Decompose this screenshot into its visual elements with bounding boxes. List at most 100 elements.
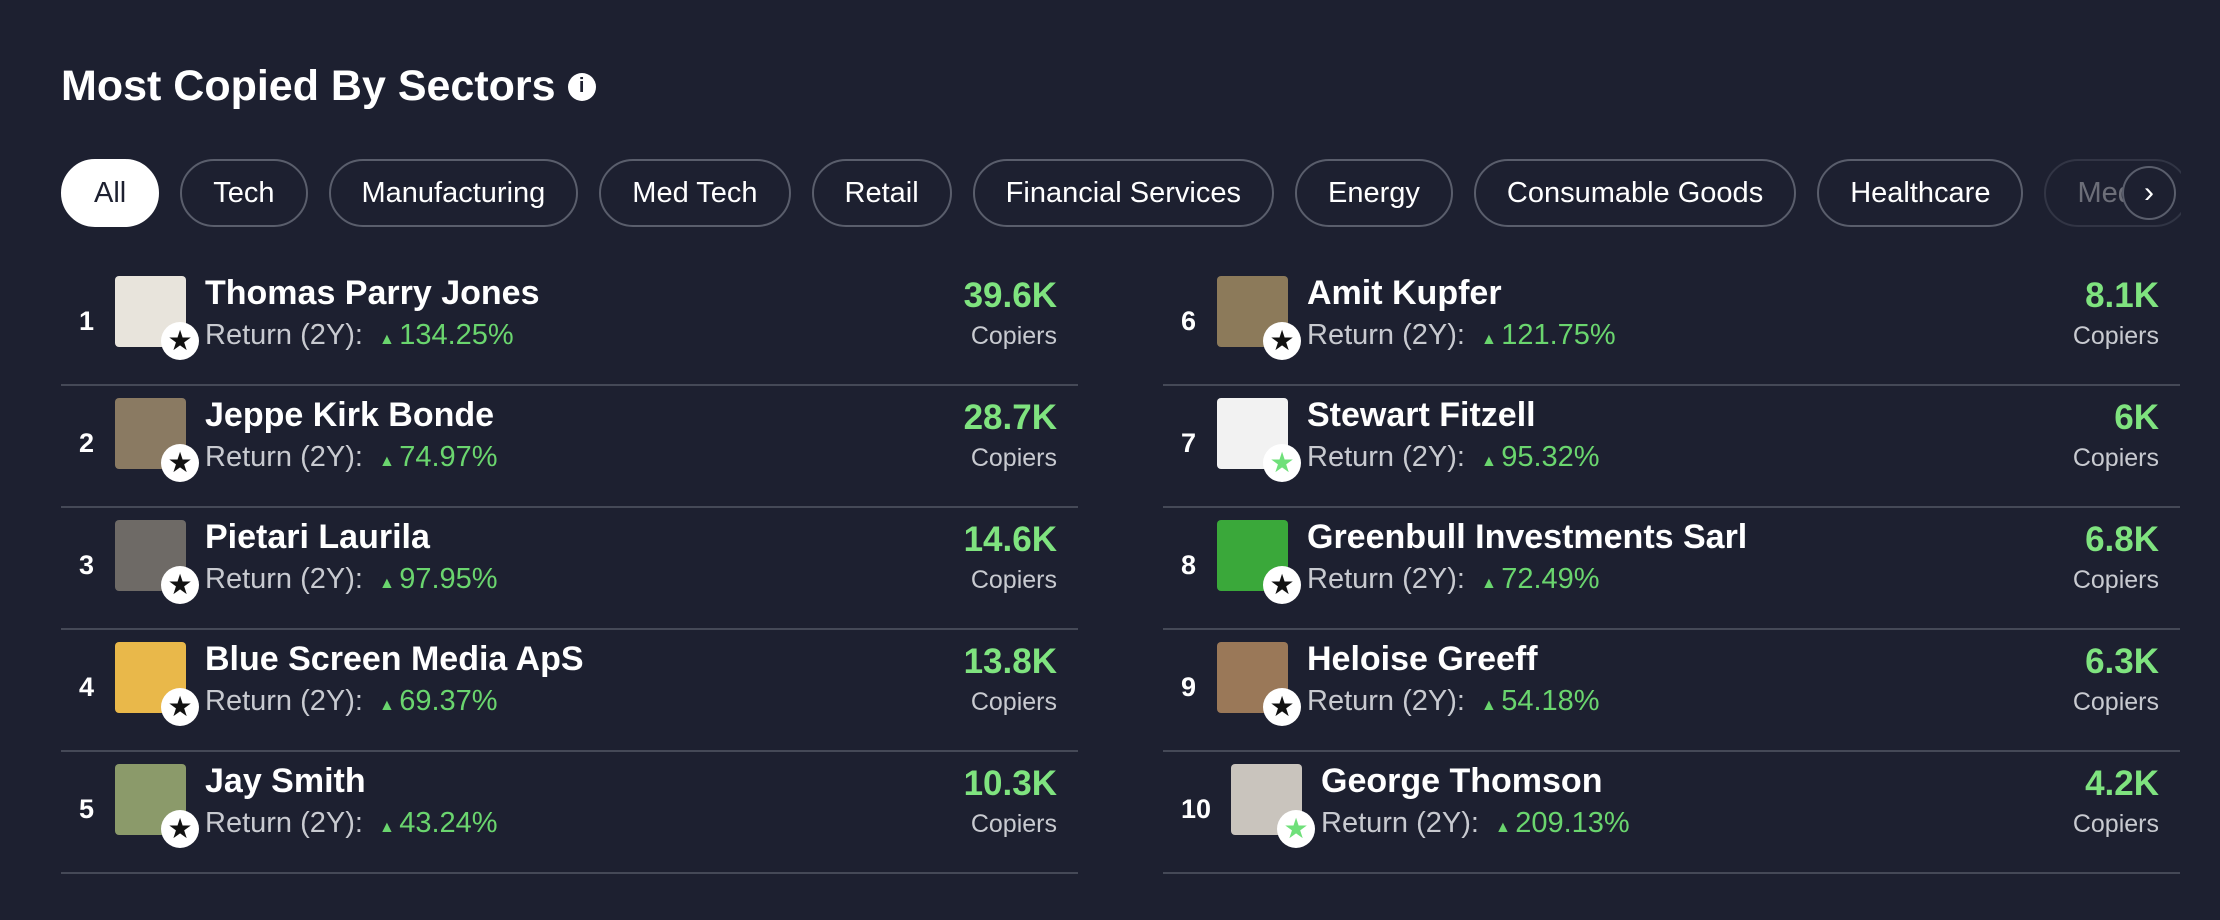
trader-row[interactable]: 6 ★ Amit Kupfer Return (2Y): ▲ 121.75% 8.1K Co… [1163,264,2180,386]
scroll-arrow[interactable]: › [2122,166,2176,220]
trader-name[interactable]: Blue Screen Media ApS [205,640,584,678]
copiers-count: 6K [2114,398,2159,437]
return-label: Return (2Y): [1307,563,1465,595]
return-value: ▲ 74.97% [379,441,498,473]
return-label: Return (2Y): [205,807,363,839]
filter-pill[interactable]: All [61,159,160,227]
copiers-count: 8.1K [2085,276,2159,315]
trader-row[interactable]: 5 ★ Jay Smith Return (2Y): ▲ 43.24% 10.3K Copi… [61,752,1078,874]
trader-row[interactable]: 1 ★ Thomas Parry Jones Return (2Y): ▲ 134.25… [61,264,1078,386]
filter-pill[interactable]: Financial Services [972,159,1274,227]
rank: 3 [79,550,95,580]
trader-name[interactable]: Heloise Greeff [1307,640,1538,678]
trader-row[interactable]: 8 ★ Greenbull Investments Sarl Return (2Y):… [1163,508,2180,630]
return-number: 54.18% [1501,685,1600,717]
trader-name[interactable]: George Thomson [1321,762,1603,800]
copiers-label: Copiers [970,688,1057,716]
badge-icon: ★ [161,322,199,360]
badge-icon: ★ [161,566,199,604]
trader-name[interactable]: Stewart Fitzell [1307,396,1536,434]
up-arrow: ▲ [1494,819,1516,836]
badge-icon: ★ [161,444,199,482]
return: Return (2Y): ▲ 54.18% [1307,685,1600,718]
rank: 9 [1181,672,1197,702]
return-value: ▲ 97.95% [379,563,498,595]
copiers-label: Copiers [2072,566,2159,594]
up-arrow: ▲ [378,331,400,348]
filter-pill[interactable]: Energy [1294,159,1453,227]
return-number: 209.13% [1515,807,1630,839]
return-value: ▲ 43.24% [379,807,498,839]
copiers-label: Copiers [2072,444,2159,472]
trader-name[interactable]: Pietari Laurila [205,518,430,556]
return-label: Return (2Y): [205,563,363,595]
badge-icon: ★ [161,810,199,848]
return: Return (2Y): ▲ 72.49% [1307,563,1600,596]
badge-icon: ★ [1263,444,1301,482]
trader-row[interactable]: 3 ★ Pietari Laurila Return (2Y): ▲ 97.95% 14.… [61,508,1078,630]
return-number: 72.49% [1501,563,1600,595]
return-label: Return (2Y): [1321,807,1479,839]
return-label: Return (2Y): [205,685,363,717]
section-header: Most Copied By Sectors i [61,62,596,111]
return-number: 121.75% [1501,319,1616,351]
trader-row[interactable]: 10 ★ George Thomson Return (2Y): ▲ 209.13% 4.… [1163,752,2180,874]
copiers-count: 14.6K [963,520,1057,559]
return-label: Return (2Y): [205,319,363,351]
filter-pill[interactable]: Consumable Goods [1473,159,1797,227]
return-value: ▲ 72.49% [1481,563,1600,595]
copiers-count: 28.7K [963,398,1057,437]
return: Return (2Y): ▲ 74.97% [205,441,498,474]
rank: 4 [79,672,95,702]
return-value: ▲ 69.37% [379,685,498,717]
copiers-count: 10.3K [963,764,1057,803]
trader-row[interactable]: 9 ★ Heloise Greeff Return (2Y): ▲ 54.18% 6.3K… [1163,630,2180,752]
rank: 8 [1181,550,1197,580]
badge-icon: ★ [1277,810,1315,848]
copiers-count: 39.6K [963,276,1057,315]
filter-pill[interactable]: Manufacturing [328,159,579,227]
up-arrow: ▲ [378,453,400,470]
up-arrow: ▲ [1480,331,1502,348]
copiers-count: 4.2K [2085,764,2159,803]
copiers-label: Copiers [970,810,1057,838]
trader-row[interactable]: 7 ★ Stewart Fitzell Return (2Y): ▲ 95.32% 6K C… [1163,386,2180,508]
rank: 6 [1181,306,1197,336]
trader-name[interactable]: Amit Kupfer [1307,274,1502,312]
trader-name[interactable]: Thomas Parry Jones [205,274,540,312]
return-number: 74.97% [399,441,498,473]
copiers-count: 13.8K [963,642,1057,681]
trader-row[interactable]: 4 ★ Blue Screen Media ApS Return (2Y): ▲ 69.… [61,630,1078,752]
return-number: 69.37% [399,685,498,717]
trader-name[interactable]: Jay Smith [205,762,366,800]
return: Return (2Y): ▲ 95.32% [1307,441,1600,474]
return-label: Return (2Y): [1307,685,1465,717]
filter-pill[interactable]: Retail [811,159,952,227]
filter-pill[interactable]: Med Tech [599,159,791,227]
filter-bar: All Tech Manufacturing Med Tech Retail Financ… [61,159,2181,227]
up-arrow: ▲ [378,819,400,836]
rank: 7 [1181,428,1197,458]
return: Return (2Y): ▲ 97.95% [205,563,498,596]
trader-name[interactable]: Jeppe Kirk Bonde [205,396,495,434]
info-icon[interactable]: i [567,72,596,101]
trader-row[interactable]: 2 ★ Jeppe Kirk Bonde Return (2Y): ▲ 74.97% 28… [61,386,1078,508]
return-value: ▲ 134.25% [379,319,514,351]
copiers-count: 6.3K [2085,642,2159,681]
trader-name[interactable]: Greenbull Investments Sarl [1307,518,1748,556]
column: 6 ★ Amit Kupfer Return (2Y): ▲ 121.75% 8.1K Co… [1163,264,2180,874]
up-arrow: ▲ [378,697,400,714]
copiers-label: Copiers [970,444,1057,472]
up-arrow: ▲ [1480,697,1502,714]
rank: 2 [79,428,95,458]
return-label: Return (2Y): [205,441,363,473]
badge-icon: ★ [1263,566,1301,604]
filter-pill[interactable]: Tech [180,159,308,227]
return-number: 95.32% [1501,441,1600,473]
rank: 10 [1181,794,1212,824]
filter-pill[interactable]: Healthcare [1817,159,2024,227]
return-label: Return (2Y): [1307,441,1465,473]
rank: 5 [79,794,95,824]
return: Return (2Y): ▲ 134.25% [205,319,514,352]
